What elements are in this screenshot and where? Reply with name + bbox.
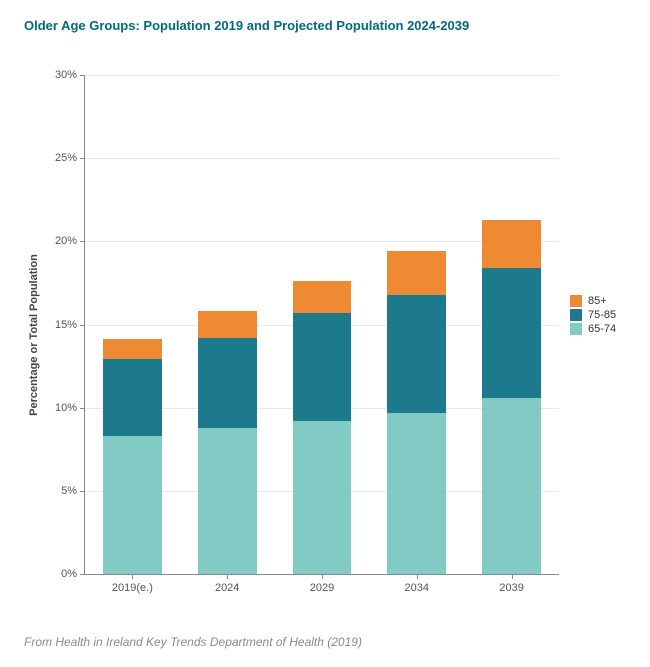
chart-title: Older Age Groups: Population 2019 and Pr… (24, 18, 469, 33)
chart-container: Percentage or Total Population 0%5%10%15… (24, 55, 626, 615)
ytick-label: 15% (55, 319, 77, 331)
gridline (85, 75, 559, 76)
bar-segment-65-74 (198, 428, 257, 574)
bar-segment-85+ (482, 220, 541, 268)
ytick (80, 408, 85, 409)
bar-segment-85+ (293, 281, 352, 313)
legend-swatch (570, 309, 582, 321)
bar-segment-65-74 (103, 436, 162, 574)
ytick (80, 574, 85, 575)
bar-segment-65-74 (387, 413, 446, 574)
xtick-label: 2019(e.) (112, 582, 153, 594)
ytick-label: 20% (55, 235, 77, 247)
bar-segment-75-85 (482, 268, 541, 398)
source-citation: From Health in Ireland Key Trends Depart… (24, 635, 362, 649)
ytick-label: 0% (61, 568, 77, 580)
legend-item: 85+ (570, 295, 616, 307)
ytick (80, 241, 85, 242)
legend-label: 85+ (588, 295, 607, 307)
bar-segment-65-74 (293, 421, 352, 574)
xtick-label: 2039 (499, 582, 523, 594)
bar-segment-85+ (103, 339, 162, 359)
xtick-label: 2034 (405, 582, 429, 594)
legend-item: 75-85 (570, 309, 616, 321)
xtick (417, 574, 418, 579)
y-axis-label: Percentage or Total Population (28, 254, 40, 416)
xtick (227, 574, 228, 579)
xtick (132, 574, 133, 579)
bar-segment-75-85 (293, 313, 352, 421)
ytick (80, 325, 85, 326)
legend-label: 65-74 (588, 323, 616, 335)
ytick-label: 30% (55, 69, 77, 81)
plot-area: 0%5%10%15%20%25%30%2019(e.)2024202920342… (84, 75, 559, 575)
xtick-label: 2024 (215, 582, 239, 594)
gridline (85, 158, 559, 159)
xtick (512, 574, 513, 579)
ytick-label: 10% (55, 402, 77, 414)
bar-segment-85+ (198, 311, 257, 338)
legend-label: 75-85 (588, 309, 616, 321)
ytick-label: 25% (55, 152, 77, 164)
xtick (322, 574, 323, 579)
legend-swatch (570, 295, 582, 307)
bar-segment-85+ (387, 251, 446, 294)
legend-item: 65-74 (570, 323, 616, 335)
ytick (80, 158, 85, 159)
legend-swatch (570, 323, 582, 335)
ytick (80, 491, 85, 492)
xtick-label: 2029 (310, 582, 334, 594)
bar-segment-65-74 (482, 398, 541, 574)
legend: 85+ 75-85 65-74 (570, 295, 616, 337)
ytick-label: 5% (61, 485, 77, 497)
ytick (80, 75, 85, 76)
bar-segment-75-85 (103, 359, 162, 436)
bar-segment-75-85 (387, 295, 446, 413)
bar-segment-75-85 (198, 338, 257, 428)
